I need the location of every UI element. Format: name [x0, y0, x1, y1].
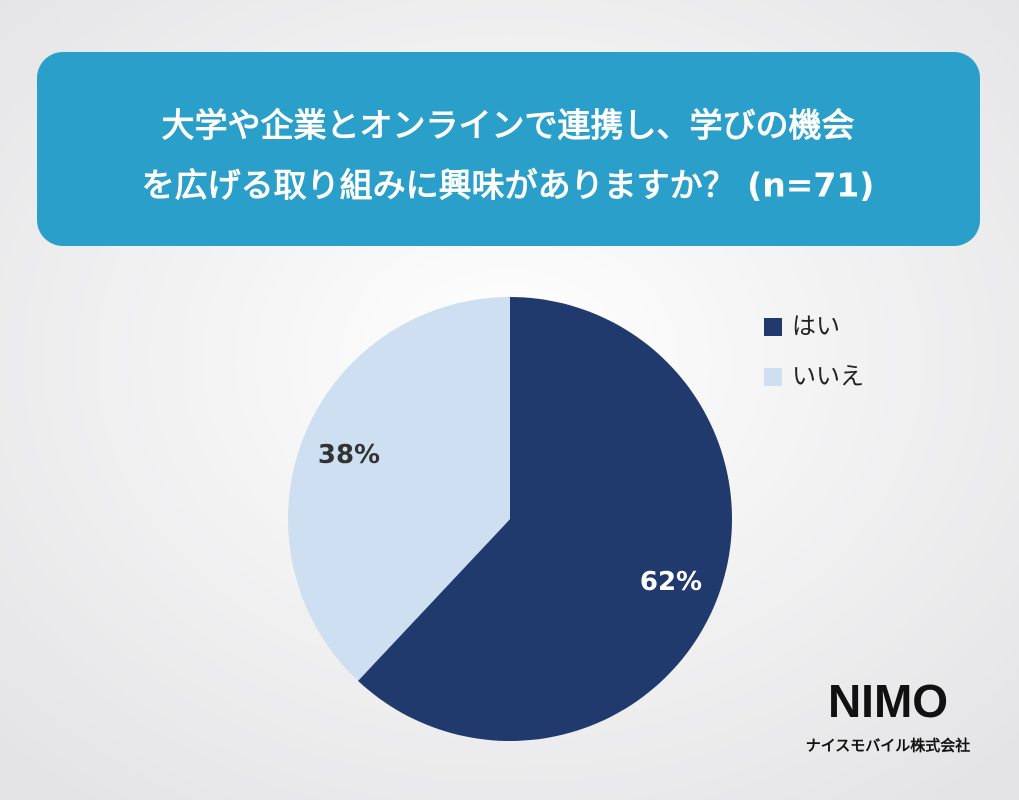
- legend-label: はい: [792, 312, 840, 340]
- legend-swatch: [764, 318, 782, 336]
- legend-swatch: [764, 368, 782, 386]
- pie-slice: [358, 297, 732, 742]
- pie-slice: [288, 297, 510, 681]
- logo-name: NIMO: [828, 675, 948, 727]
- chart-title: を広げる取り組みに興味がありますか？ (n=71): [142, 166, 875, 205]
- legend-label: いいえ: [792, 362, 864, 390]
- data-label: 38%: [318, 440, 380, 470]
- title-box: [37, 52, 980, 246]
- chart-title: 大学や企業とオンラインで連携し、学びの機会: [162, 106, 855, 145]
- data-label: 62%: [640, 567, 702, 597]
- logo-company: ナイスモバイル株式会社: [806, 737, 971, 755]
